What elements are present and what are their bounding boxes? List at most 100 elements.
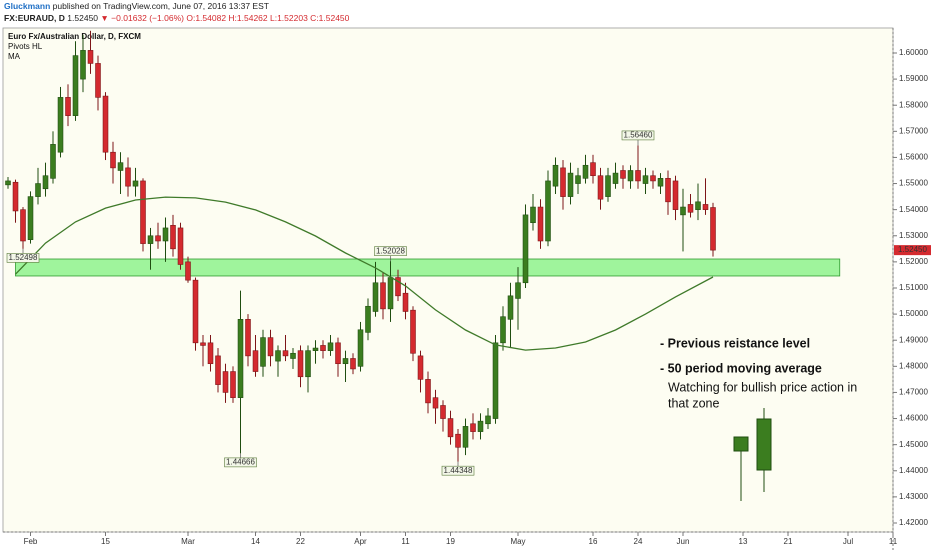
candle-body (312, 347, 319, 351)
pivot-box (621, 130, 655, 141)
x-tick-label: Jun (677, 537, 690, 546)
candle-body (207, 342, 214, 365)
candle-body (177, 227, 184, 265)
candle-body (492, 342, 499, 419)
y-tick-label: 1.57000 (899, 126, 928, 135)
candle-body (20, 209, 26, 242)
x-tick-label: Mar (181, 537, 195, 546)
candle-body (710, 207, 716, 251)
annotation: that zone (668, 396, 719, 410)
candle-body (87, 50, 94, 64)
annotation: Watching for bullish price action in (668, 380, 857, 394)
resistance-zone (15, 258, 841, 277)
candle-body (117, 162, 124, 171)
candle-body (687, 204, 694, 213)
candle-body (455, 433, 461, 448)
pivot-label: 1.52498 (9, 253, 38, 262)
candle-body (665, 178, 671, 203)
y-tick-label: 1.45000 (899, 440, 928, 449)
candle-body (80, 50, 86, 80)
candle-body (560, 167, 566, 197)
candle-body (605, 175, 611, 197)
x-tick-label: 13 (739, 537, 748, 546)
candle-body (132, 180, 139, 187)
x-tick-label: 19 (446, 537, 455, 546)
candle-body (237, 319, 244, 398)
candle-body (327, 342, 334, 351)
x-tick-label: 22 (296, 537, 305, 546)
legend-entry: Pivots HL (8, 42, 43, 51)
y-tick-label: 1.53000 (899, 231, 928, 240)
illustration-body (733, 436, 749, 452)
candle-body (342, 358, 349, 365)
x-tick-label: 16 (589, 537, 598, 546)
candle-body (252, 350, 259, 372)
pivot-label: 1.44348 (444, 466, 473, 475)
candle-body (522, 214, 529, 284)
candle-body (102, 95, 109, 153)
candle-body (42, 175, 49, 190)
candle-body (657, 178, 664, 187)
candle-body (245, 319, 251, 357)
y-tick-label: 1.43000 (899, 492, 928, 501)
legend-entry: MA (8, 52, 21, 61)
candle-body (65, 97, 71, 116)
x-tick-label: Jul (843, 537, 853, 546)
candle-body (590, 162, 596, 177)
candle-body (170, 225, 176, 250)
pivot-label: 1.52028 (376, 246, 405, 255)
y-tick-label: 1.56000 (899, 153, 928, 162)
candle-body (680, 206, 686, 216)
x-tick-label: May (510, 537, 525, 546)
pivot-box (6, 253, 40, 263)
y-tick-label: 1.51000 (899, 283, 928, 292)
ohlc: O:1.54082 H:1.54262 L:1.52203 C:1.52450 (186, 13, 349, 23)
y-tick-label: 1.60000 (899, 48, 928, 57)
candle-body (500, 316, 506, 344)
candle-body (650, 175, 656, 182)
candle-body (432, 397, 439, 409)
candle-body (537, 206, 544, 242)
candle-body (162, 227, 169, 242)
y-tick-label: 1.49000 (899, 335, 928, 344)
header-line1: Gluckmann published on TradingView.com, … (4, 1, 269, 11)
candle-body (282, 350, 289, 357)
candle-body (297, 350, 304, 378)
candle-body (50, 144, 56, 179)
pivot-box (224, 457, 257, 468)
candle-body (35, 183, 41, 197)
candle-body (417, 355, 424, 380)
y-tick-label: 1.50000 (899, 309, 928, 318)
candle-body (275, 350, 281, 362)
candles (5, 30, 716, 462)
moving-average (15, 196, 714, 351)
candle-body (365, 305, 371, 333)
candle-body (95, 63, 101, 98)
candle-body (260, 337, 266, 367)
candle-body (507, 295, 514, 320)
candle-body (27, 196, 34, 240)
candle-body (395, 277, 401, 297)
candle-body (672, 180, 679, 210)
candle-body (350, 358, 356, 370)
x-tick-label: 24 (634, 537, 643, 546)
candle-body (12, 181, 19, 212)
y-tick-label: 1.58000 (899, 100, 928, 109)
candle-body (222, 371, 229, 393)
candle-body (410, 309, 416, 354)
candle-body (695, 201, 701, 210)
candle-body (192, 279, 199, 344)
candle-body (470, 423, 476, 432)
symbol: FX:EURAUD, D (4, 13, 65, 23)
x-tick-label: 11 (889, 537, 898, 546)
candle-body (530, 206, 536, 224)
candle-body (200, 342, 206, 346)
candle-body (477, 420, 484, 432)
candle-body (380, 282, 386, 310)
pivot-box (374, 246, 407, 256)
header-line2: FX:EURAUD, D 1.52450 ▼ −0.01632 (−1.06%)… (4, 13, 350, 23)
candle-body (545, 180, 551, 242)
candle-body (582, 164, 589, 179)
candle-body (155, 235, 161, 242)
change: ▼ −0.01632 (−1.06%) (100, 13, 184, 23)
